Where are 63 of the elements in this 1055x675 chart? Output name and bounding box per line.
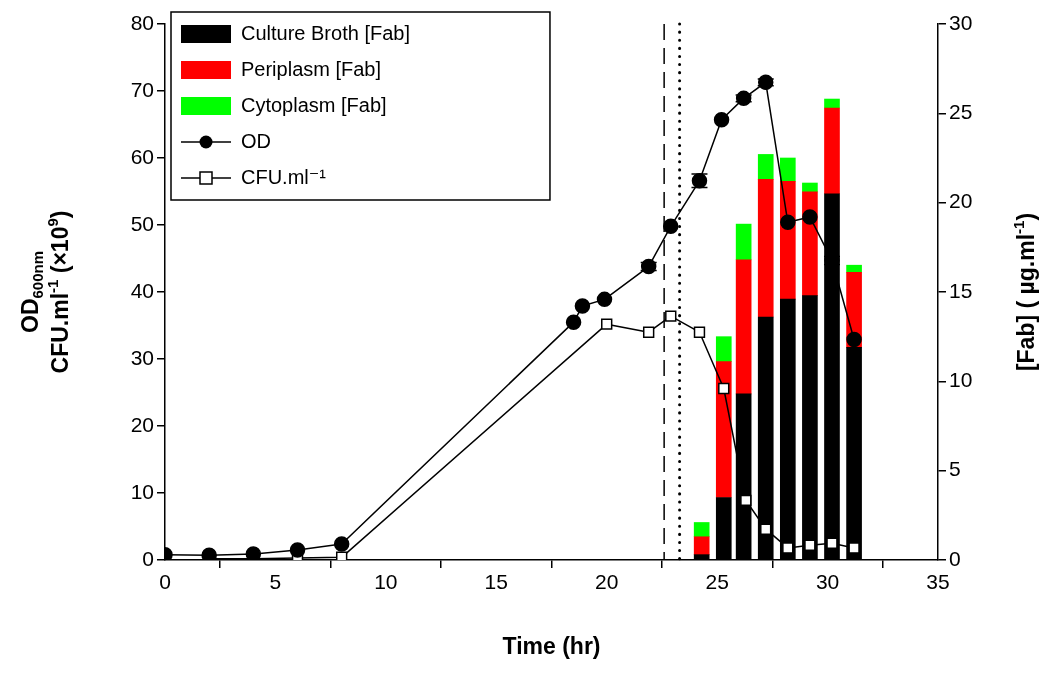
bar	[693, 522, 710, 538]
bar	[693, 536, 710, 555]
x-axis-title: Time (hr)	[502, 633, 601, 660]
point	[596, 291, 613, 308]
y-tick-label: 10	[130, 479, 154, 503]
point	[663, 218, 679, 235]
legend-label: Periplasm [Fab]	[241, 57, 382, 80]
y-tick-label: 70	[130, 77, 154, 101]
y-tick-label: 60	[130, 144, 154, 168]
point	[642, 326, 655, 338]
point	[201, 547, 217, 560]
y-tick-label: 50	[130, 211, 154, 235]
point	[565, 314, 582, 330]
bar	[715, 336, 732, 363]
bar	[802, 182, 818, 193]
point	[718, 382, 730, 395]
point	[601, 318, 613, 330]
x-tick-label: 20	[595, 570, 619, 594]
point	[802, 209, 818, 225]
point	[780, 214, 796, 231]
y2-tick-label: 25	[949, 100, 973, 124]
bar	[715, 361, 732, 498]
legend-label: Cytoplasm [Fab]	[241, 93, 387, 116]
legend-label: CFU.ml⁻¹	[241, 165, 327, 188]
y-tick-label: 30	[130, 345, 154, 369]
bar	[735, 223, 752, 261]
y2-tick-label: 15	[949, 278, 973, 302]
point	[665, 310, 677, 322]
bar	[735, 259, 752, 395]
y2-tick-label: 5	[949, 457, 961, 481]
x-tick-label: 15	[484, 570, 508, 594]
bar	[757, 179, 774, 318]
y-tick-label: 0	[142, 546, 154, 570]
bar	[757, 154, 774, 180]
bar	[846, 264, 862, 273]
point	[333, 536, 350, 552]
y2-tick-label: 30	[949, 10, 973, 34]
point	[245, 546, 262, 560]
x-tick-label: 5	[269, 570, 282, 594]
x-tick-label: 25	[705, 570, 729, 594]
legend-label: OD	[241, 129, 271, 152]
bar	[779, 157, 796, 182]
y-tick-label: 20	[130, 412, 154, 436]
bar	[824, 98, 840, 109]
point	[848, 542, 860, 554]
y-tick-label: 40	[130, 278, 154, 302]
point	[289, 542, 306, 558]
point	[846, 331, 862, 348]
x-tick-label: 0	[159, 570, 171, 594]
x-tick-label: 10	[374, 570, 398, 594]
y-tick-label: 80	[130, 10, 154, 34]
bar	[824, 107, 840, 195]
y2-axis-title: [Fab] ( µg.ml-1)	[1010, 212, 1040, 372]
y2-tick-label: 0	[949, 546, 961, 570]
x-tick-label: 35	[926, 570, 950, 594]
point	[713, 112, 730, 128]
point	[693, 326, 706, 338]
y2-tick-label: 10	[949, 368, 973, 392]
point	[574, 298, 591, 314]
point	[740, 494, 752, 507]
legend-label: Culture Broth [Fab]	[241, 21, 410, 44]
y2-tick-label: 20	[949, 189, 973, 213]
x-tick-label: 30	[815, 570, 840, 594]
